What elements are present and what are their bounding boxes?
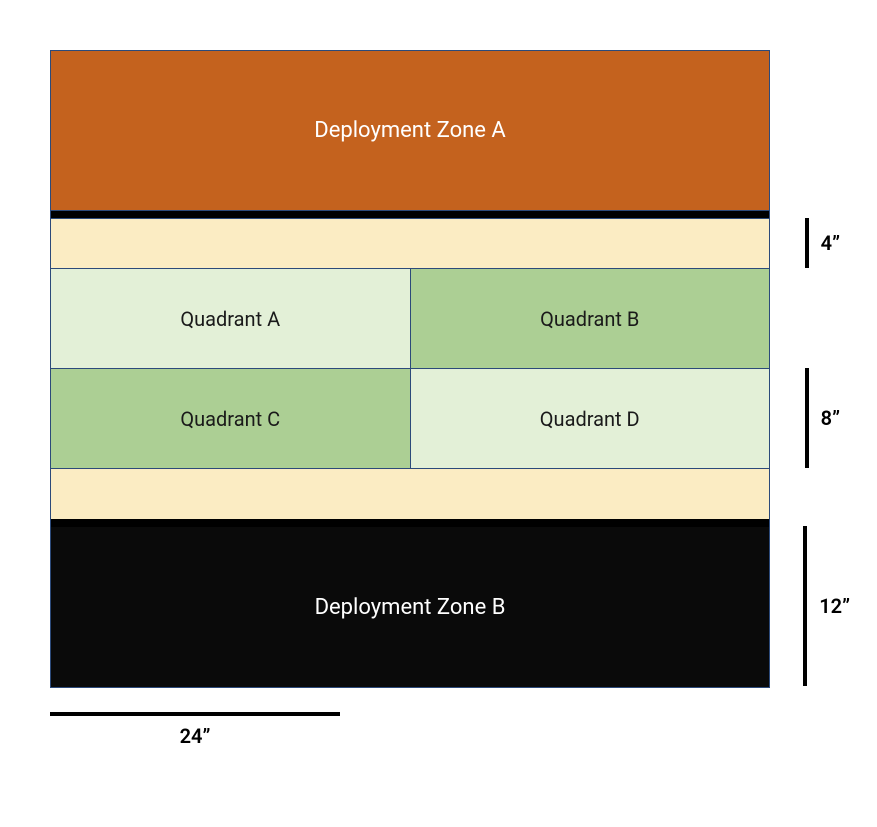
- quadrant-b-label: Quadrant B: [540, 307, 639, 331]
- quadrant-row-bottom: Quadrant C Quadrant D: [51, 369, 769, 469]
- deployment-zone-b: Deployment Zone B: [51, 527, 769, 687]
- quadrant-a-label: Quadrant A: [180, 307, 280, 331]
- measurement-8in: 8”: [805, 368, 840, 468]
- measure-bar-4in: [805, 218, 809, 268]
- divider-bar-bottom: [51, 519, 769, 527]
- quadrant-b: Quadrant B: [411, 269, 770, 368]
- measure-bar-8in: [805, 368, 809, 468]
- deployment-zone-a-label: Deployment Zone A: [314, 118, 506, 143]
- quadrant-c-label: Quadrant C: [180, 407, 280, 431]
- quadrant-c: Quadrant C: [51, 369, 411, 468]
- cream-strip-top: [51, 219, 769, 269]
- measurement-4in: 4”: [805, 218, 840, 268]
- measurement-24in: 24”: [50, 712, 340, 748]
- quadrant-d-label: Quadrant D: [540, 407, 640, 431]
- quadrant-row-top: Quadrant A Quadrant B: [51, 269, 769, 369]
- measure-label-24in: 24”: [180, 724, 211, 748]
- diagram-wrapper: Deployment Zone A Quadrant A Quadrant B …: [50, 50, 770, 688]
- layout-diagram: Deployment Zone A Quadrant A Quadrant B …: [50, 50, 770, 688]
- measure-label-12in: 12”: [819, 594, 850, 618]
- measurement-12in: 12”: [803, 526, 850, 686]
- deployment-zone-a: Deployment Zone A: [51, 51, 769, 211]
- divider-bar-top: [51, 211, 769, 219]
- measure-bar-12in: [803, 526, 807, 686]
- deployment-zone-b-label: Deployment Zone B: [315, 595, 506, 620]
- measure-label-4in: 4”: [821, 231, 840, 255]
- quadrant-d: Quadrant D: [411, 369, 770, 468]
- measure-bar-24in: [50, 712, 340, 716]
- cream-strip-bottom: [51, 469, 769, 519]
- quadrant-a: Quadrant A: [51, 269, 411, 368]
- measure-label-8in: 8”: [821, 406, 840, 430]
